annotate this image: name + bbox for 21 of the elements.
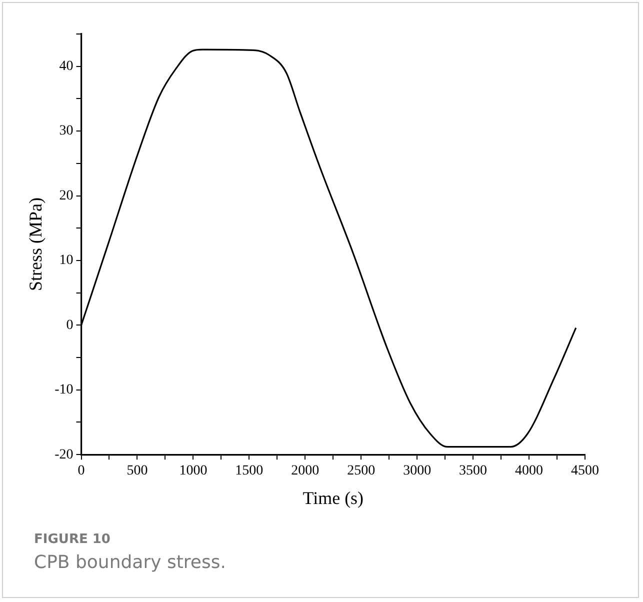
x-axis-title: Time (s): [302, 488, 364, 508]
y-tick-label: 20: [59, 188, 74, 204]
y-tick-label: 30: [59, 124, 74, 139]
x-tick-label: 4000: [515, 464, 544, 479]
text: CPB boundary stress.: [34, 552, 226, 573]
y-tick-label: 40: [59, 59, 74, 74]
x-tick-label: 0: [78, 464, 85, 479]
x-tick-label: 2500: [347, 464, 376, 479]
y-tick-label: -10: [54, 382, 74, 398]
y-tick-label: 0: [66, 318, 74, 333]
x-tick-label: 1500: [235, 464, 264, 479]
x-tick-label: 3000: [403, 464, 432, 479]
x-tick-label: 3500: [459, 464, 488, 479]
caption: FIGURE 10: [34, 532, 110, 547]
x-tick-label: 500: [126, 464, 148, 479]
y-axis-title: Stress (MPa): [26, 198, 46, 292]
x-tick-label: 4500: [571, 464, 599, 479]
x-tick-label: 2000: [291, 464, 320, 479]
y-tick-label: -20: [54, 447, 74, 462]
y-tick-label: 10: [59, 253, 74, 268]
x-tick-label: 1000: [179, 464, 208, 479]
